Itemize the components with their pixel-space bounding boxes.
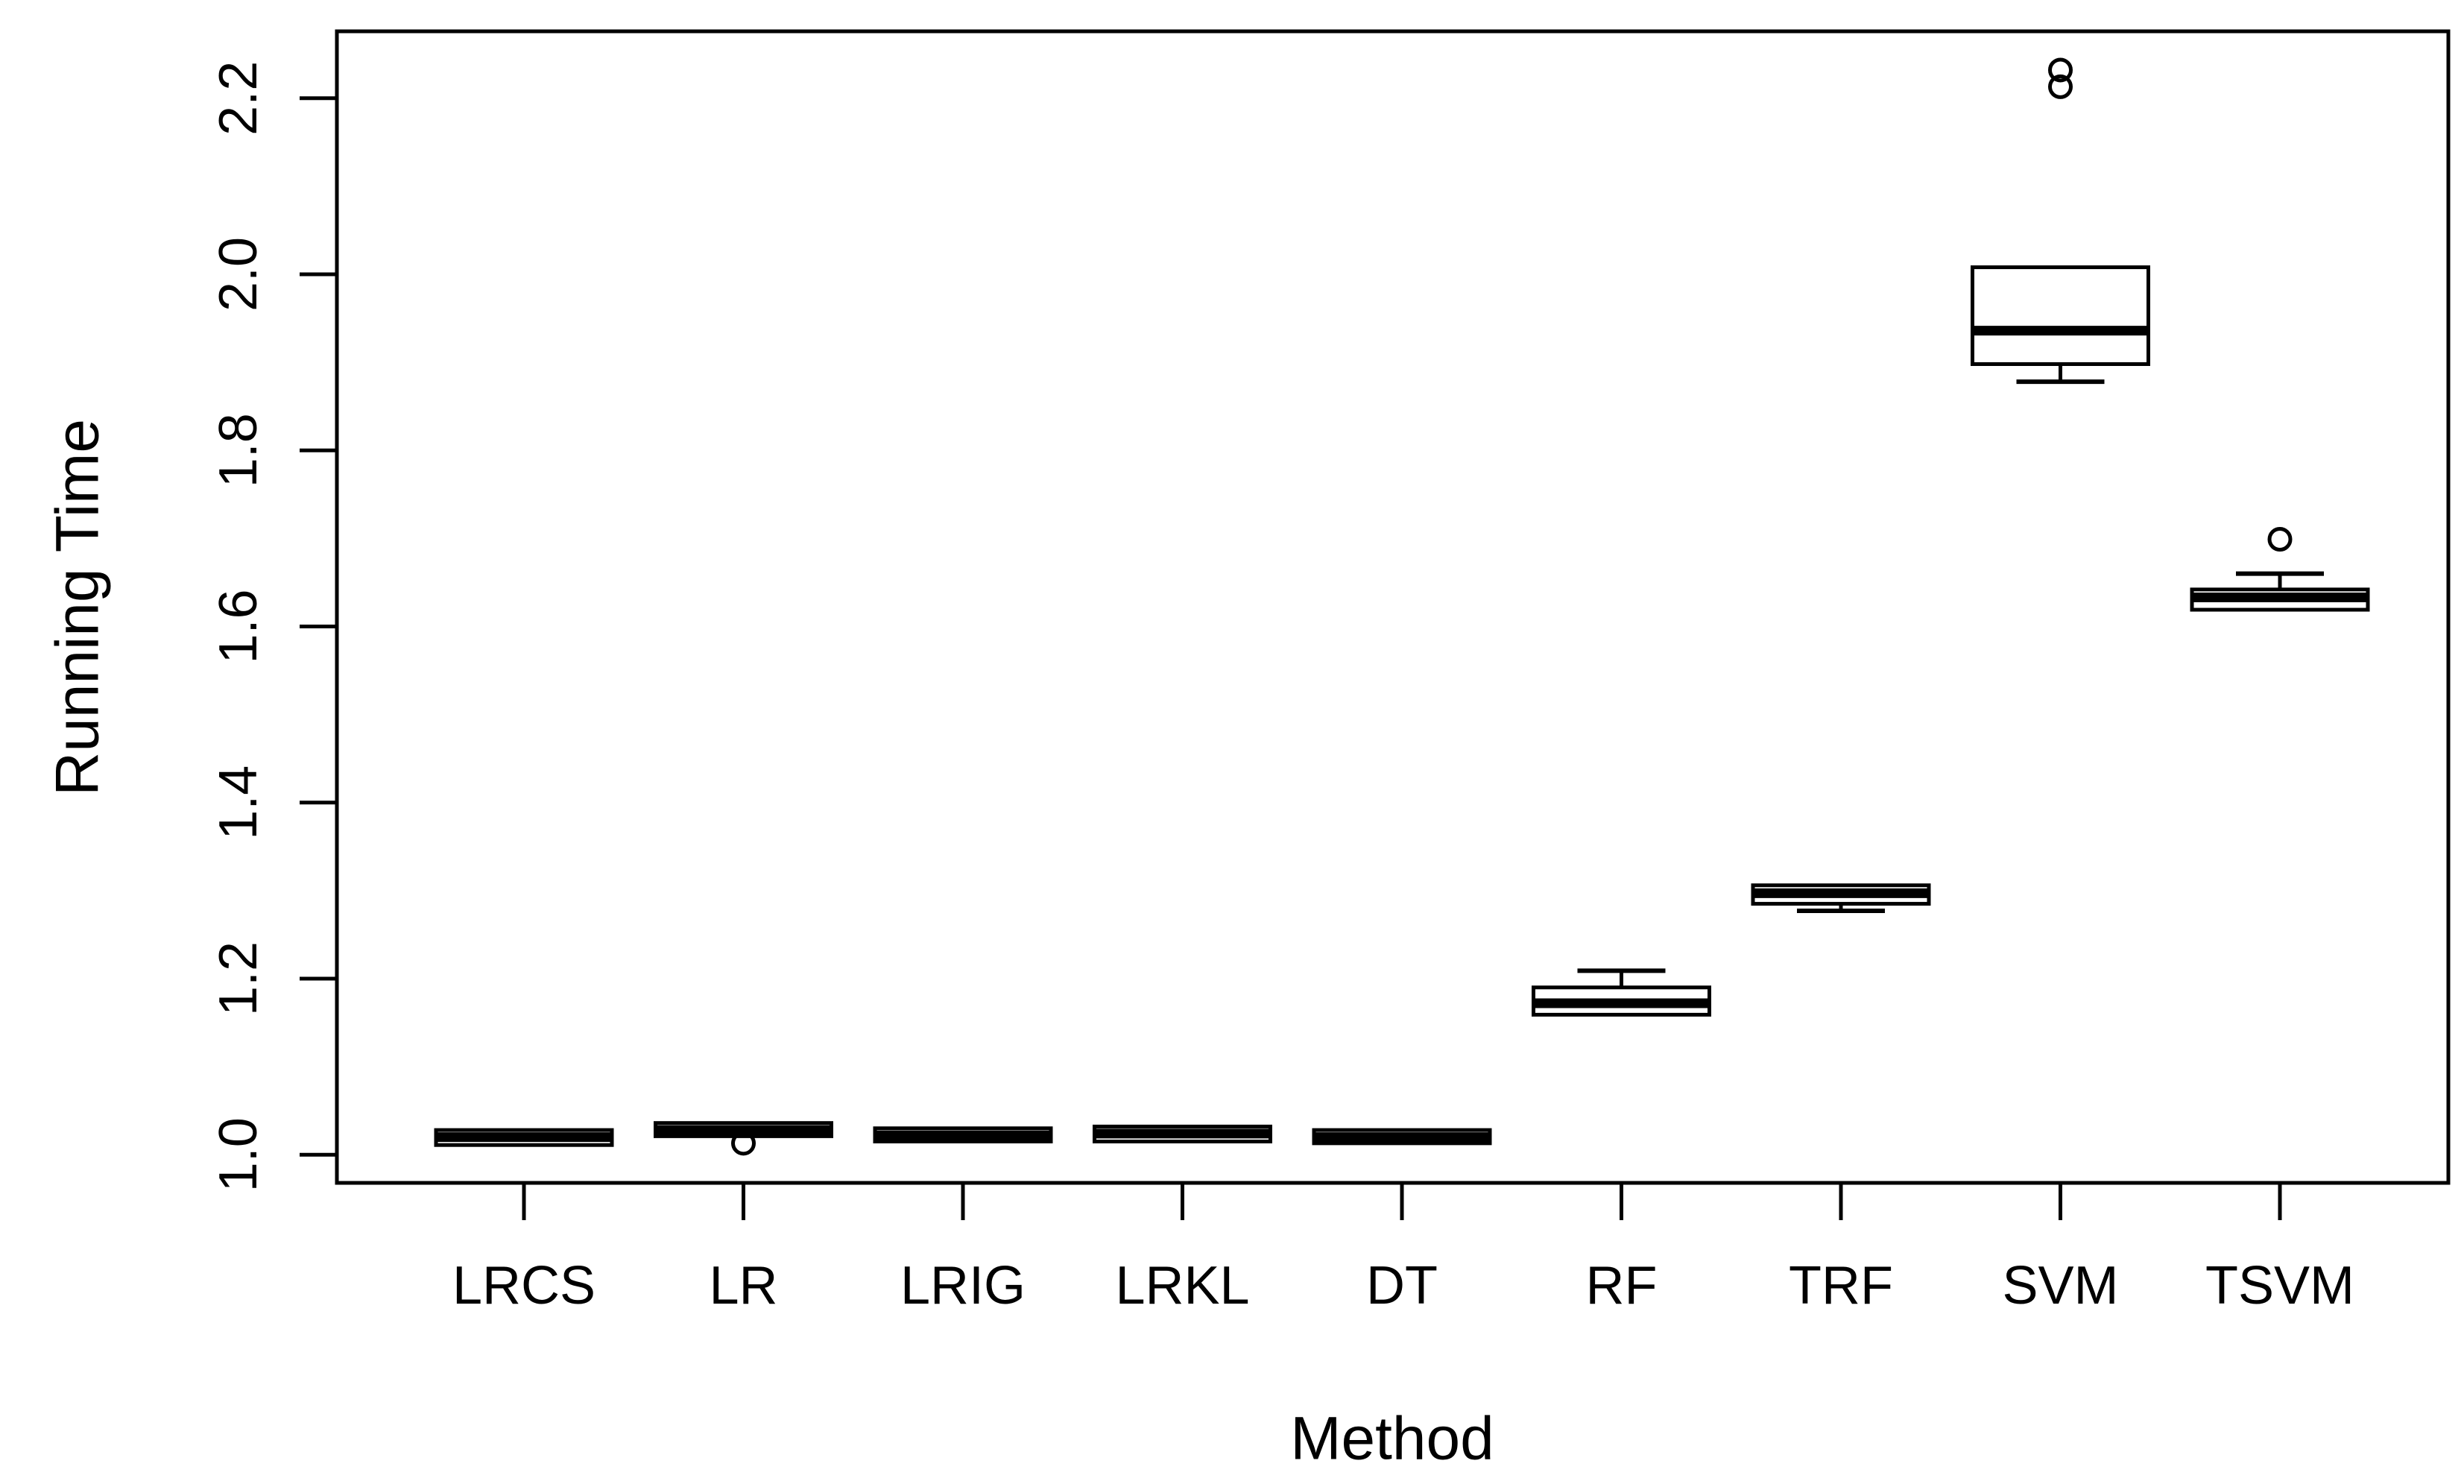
y-tick-label: 1.6: [209, 589, 268, 663]
x-tick-label-LRCS: LRCS: [452, 1256, 596, 1316]
x-tick-label-LRKL: LRKL: [1115, 1256, 1249, 1316]
outlier-LR: [731, 1131, 756, 1156]
outlier-SVM: [2048, 74, 2073, 99]
x-tick-label-DT: DT: [1366, 1256, 1438, 1316]
x-axis-title: Method: [1290, 1405, 1494, 1473]
y-tick-label: 2.2: [209, 61, 268, 136]
box-SVM: [1971, 265, 2150, 366]
x-tick-label-LR: LR: [709, 1256, 777, 1316]
outlier-SVM: [2048, 57, 2073, 83]
y-axis-title: Running Time: [44, 419, 112, 796]
x-tick-label-LRIG: LRIG: [900, 1256, 1026, 1316]
y-tick-label: 1.8: [209, 413, 268, 487]
plot-area: 1.0 1.2 1.4 1.6 1.8 2.0 2.2 LRCS LR LRIG LRKL DT RF T…: [209, 29, 2451, 1316]
y-tick-label: 1.0: [209, 1117, 268, 1192]
plot-border: [335, 29, 2451, 1185]
y-tick-label: 1.4: [209, 765, 268, 840]
x-tick-label-TSVM: TSVM: [2205, 1256, 2354, 1316]
x-tick-label-SVM: SVM: [2002, 1256, 2118, 1316]
y-tick-label: 2.0: [209, 237, 268, 312]
x-tick-label-RF: RF: [1586, 1256, 1658, 1316]
y-tick-label: 1.2: [209, 941, 268, 1016]
outlier-TSVM: [2267, 527, 2293, 552]
x-tick-label-TRF: TRF: [1789, 1256, 1893, 1316]
